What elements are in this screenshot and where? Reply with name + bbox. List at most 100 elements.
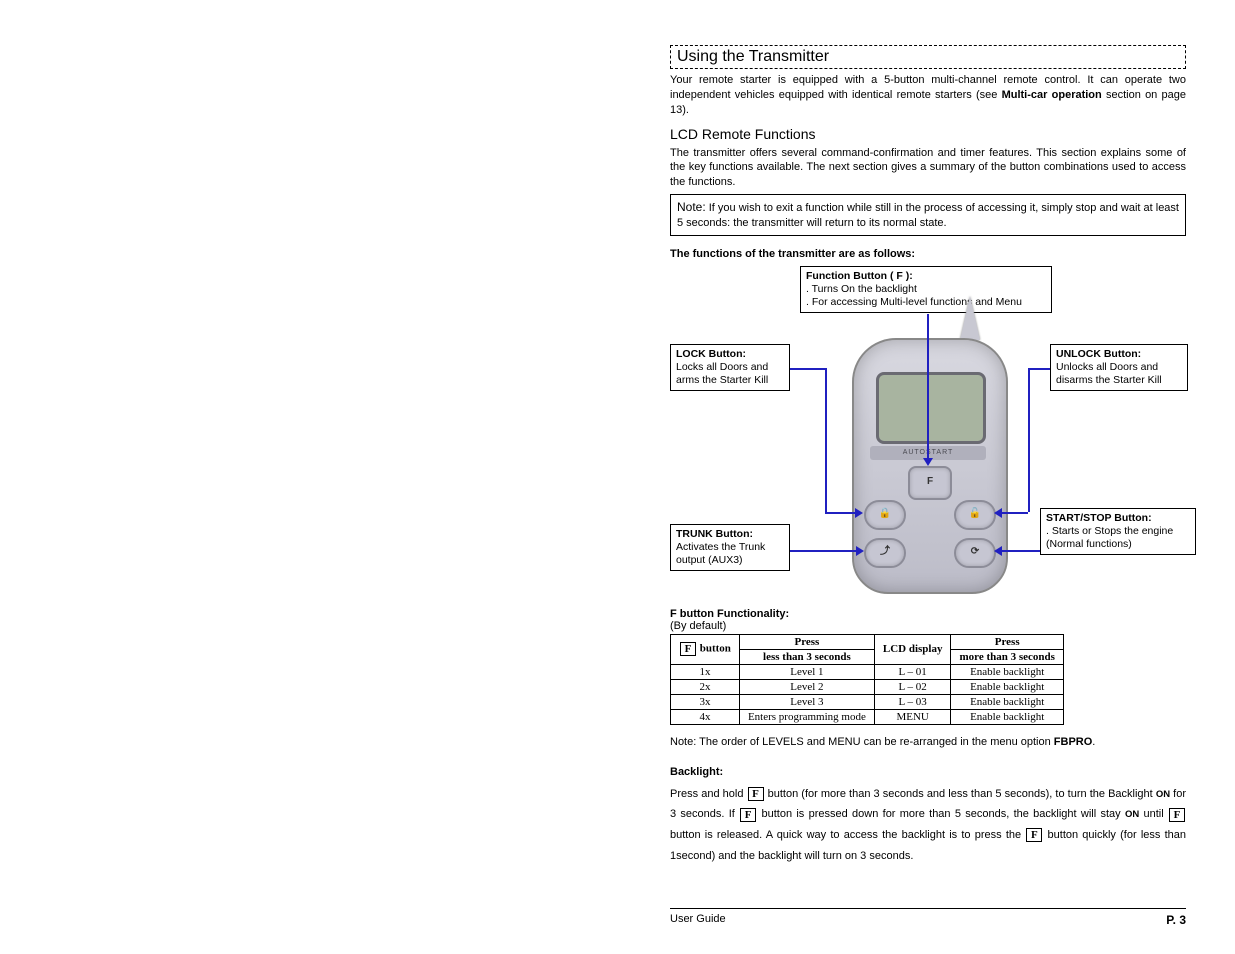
- callout-function: Function Button ( F ): . Turns On the ba…: [800, 266, 1052, 313]
- intro-paragraph: Your remote starter is equipped with a 5…: [670, 73, 1186, 118]
- f-icon: F: [1169, 808, 1185, 822]
- functions-heading: The functions of the transmitter are as …: [670, 248, 1186, 260]
- cell-f: 4x: [671, 709, 740, 724]
- cell-press: Level 2: [739, 679, 874, 694]
- cell-f: 3x: [671, 694, 740, 709]
- cell-press: Level 3: [739, 694, 874, 709]
- callout-trunk-l2: output (AUX3): [676, 554, 743, 566]
- table-body: 1x Level 1 L – 01 Enable backlight 2x Le…: [671, 664, 1064, 724]
- callout-lock-l1: Locks all Doors and: [676, 361, 768, 373]
- cell-press: Level 1: [739, 664, 874, 679]
- note2: Note: The order of LEVELS and MENU can b…: [670, 735, 1186, 750]
- callout-start: START/STOP Button: . Starts or Stops the…: [1040, 508, 1196, 555]
- cell-lcd: L – 02: [874, 679, 951, 694]
- cell-press3: Enable backlight: [951, 694, 1063, 709]
- th-lcd: LCD display: [874, 634, 951, 664]
- cell-lcd: L – 01: [874, 664, 951, 679]
- arrow-unlock-head: [994, 508, 1002, 518]
- callout-trunk-title: TRUNK Button:: [676, 528, 753, 540]
- f-icon: F: [748, 787, 764, 801]
- lcd-subhead: LCD Remote Functions: [670, 126, 1186, 142]
- callout-start-l2: (Normal functions): [1046, 538, 1132, 550]
- f-button-table: F button Press LCD display Press less th…: [670, 634, 1064, 725]
- table-row: 2x Level 2 L – 02 Enable backlight: [671, 679, 1064, 694]
- bl-on2: ON: [1125, 809, 1139, 820]
- callout-unlock: UNLOCK Button: Unlocks all Doors and dis…: [1050, 344, 1188, 391]
- callout-trunk: TRUNK Button: Activates the Trunk output…: [670, 524, 790, 571]
- backlight-paragraph: Press and hold F button (for more than 3…: [670, 784, 1186, 868]
- arrow-unlock-h: [1028, 368, 1050, 370]
- arrow-trunk: [790, 550, 856, 552]
- th-press3-sub: more than 3 seconds: [951, 649, 1063, 664]
- callout-lock-title: LOCK Button:: [676, 348, 746, 360]
- remote-antenna: [960, 296, 980, 340]
- callout-lock-l2: arms the Starter Kill: [676, 374, 768, 386]
- arrow-lock-h: [790, 368, 825, 370]
- callout-function-title: Function Button ( F ):: [806, 270, 913, 282]
- transmitter-diagram: Function Button ( F ): . Turns On the ba…: [670, 266, 1186, 596]
- f-icon: F: [740, 808, 756, 822]
- section-title: Using the Transmitter: [677, 48, 829, 65]
- cell-lcd: L – 03: [874, 694, 951, 709]
- callout-start-title: START/STOP Button:: [1046, 512, 1152, 524]
- bl-t6: button is released. A quick way to acces…: [670, 829, 1025, 841]
- th-f-label: button: [700, 643, 731, 655]
- arrow-start-head: [994, 546, 1002, 556]
- arrow-start: [1002, 550, 1040, 552]
- intro-bold: Multi-car operation: [1002, 89, 1102, 101]
- arrow-unlock-v: [1028, 368, 1030, 512]
- table-row: 3x Level 3 L – 03 Enable backlight: [671, 694, 1064, 709]
- callout-function-l1: . Turns On the backlight: [806, 283, 917, 295]
- cell-f: 2x: [671, 679, 740, 694]
- bl-t4: button is pressed down for more than 5 s…: [757, 808, 1125, 820]
- remote-start-button: ⟳: [954, 538, 996, 568]
- remote-lock-button: 🔒: [864, 500, 906, 530]
- backlight-heading: Backlight:: [670, 766, 1186, 778]
- page-column: Using the Transmitter Your remote starte…: [670, 45, 1186, 871]
- f-default-label: (By default): [670, 620, 1186, 632]
- callout-unlock-l2: disarms the Starter Kill: [1056, 374, 1162, 386]
- lcd-paragraph: The transmitter offers several command-c…: [670, 146, 1186, 191]
- cell-press3: Enable backlight: [951, 679, 1063, 694]
- bl-t2: button (for more than 3 seconds and less…: [765, 788, 1156, 800]
- th-f: F button: [671, 634, 740, 664]
- note2-prefix: Note: The order of LEVELS and MENU can b…: [670, 736, 1054, 748]
- cell-press3: Enable backlight: [951, 709, 1063, 724]
- callout-unlock-title: UNLOCK Button:: [1056, 348, 1141, 360]
- section-title-box: Using the Transmitter: [670, 45, 1186, 69]
- table-header-row: F button Press LCD display Press: [671, 634, 1064, 649]
- arrow-function: [927, 314, 929, 458]
- callout-lock: LOCK Button: Locks all Doors and arms th…: [670, 344, 790, 391]
- remote-unlock-button: 🔓: [954, 500, 996, 530]
- f-icon: F: [1026, 828, 1042, 842]
- arrow-lock-v: [825, 368, 827, 512]
- remote-f-button: F: [908, 466, 952, 500]
- cell-f: 1x: [671, 664, 740, 679]
- note2-bold: FBPRO: [1054, 736, 1093, 748]
- th-press3: Press: [951, 634, 1063, 649]
- f-functionality-heading: F button Functionality:: [670, 608, 1186, 620]
- page-footer: User Guide P. 3: [670, 908, 1186, 927]
- cell-lcd: MENU: [874, 709, 951, 724]
- table-row: 4x Enters programming mode MENU Enable b…: [671, 709, 1064, 724]
- footer-page: P. 3: [1166, 913, 1186, 927]
- note-label: Note:: [677, 200, 706, 214]
- callout-function-l2: . For accessing Multi-level functions an…: [806, 296, 1022, 308]
- arrow-lock-head: [855, 508, 863, 518]
- callout-start-l1: . Starts or Stops the engine: [1046, 525, 1173, 537]
- footer-left: User Guide: [670, 913, 726, 925]
- th-press-sub: less than 3 seconds: [739, 649, 874, 664]
- callout-unlock-l1: Unlocks all Doors and: [1056, 361, 1158, 373]
- note-box: Note: If you wish to exit a function whi…: [670, 194, 1186, 236]
- cell-press: Enters programming mode: [739, 709, 874, 724]
- f-icon: F: [680, 642, 696, 656]
- bl-on1: ON: [1156, 789, 1170, 800]
- cell-press3: Enable backlight: [951, 664, 1063, 679]
- note-text: If you wish to exit a function while sti…: [677, 202, 1179, 229]
- table-row: 1x Level 1 L – 01 Enable backlight: [671, 664, 1064, 679]
- arrow-unlock-h2: [1002, 512, 1028, 514]
- note2-suffix: .: [1092, 736, 1095, 748]
- callout-trunk-l1: Activates the Trunk: [676, 541, 765, 553]
- bl-t1: Press and hold: [670, 788, 747, 800]
- bl-t5: until: [1139, 808, 1168, 820]
